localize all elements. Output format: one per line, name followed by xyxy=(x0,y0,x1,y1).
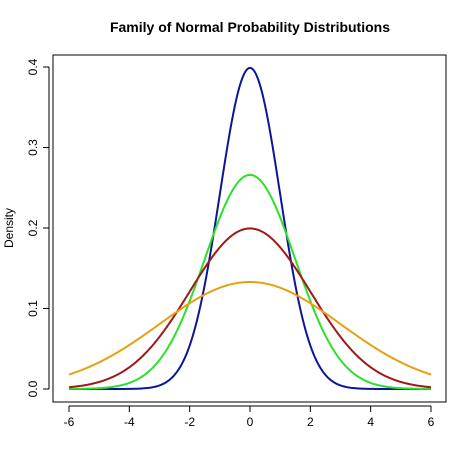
y-tick-label: 0.1 xyxy=(26,300,40,317)
x-axis: -6 -4 -2 0 2 4 6 xyxy=(64,405,435,429)
x-tick-label: 2 xyxy=(307,415,314,429)
plot-frame xyxy=(52,54,447,403)
x-tick-label: 6 xyxy=(428,415,435,429)
density-curve-4 xyxy=(68,280,432,376)
y-tick-label: 0.4 xyxy=(26,58,40,75)
x-tick-label: 0 xyxy=(247,415,254,429)
chart-title: Family of Normal Probability Distributio… xyxy=(110,19,390,35)
density-curve-1 xyxy=(69,66,431,390)
series-group xyxy=(68,66,432,390)
y-tick-label: 0.0 xyxy=(26,380,40,397)
x-tick-label: -6 xyxy=(64,415,75,429)
x-tick-label: -2 xyxy=(184,415,195,429)
y-tick-label: 0.3 xyxy=(26,139,40,156)
y-axis: 0.0 0.1 0.2 0.3 0.4 xyxy=(26,58,50,397)
y-tick-label: 0.2 xyxy=(26,219,40,236)
density-curve-2 xyxy=(68,173,432,390)
density-curve-3 xyxy=(68,227,432,389)
y-axis-label: Density xyxy=(2,208,16,248)
x-tick-label: -4 xyxy=(124,415,135,429)
x-tick-label: 4 xyxy=(367,415,374,429)
